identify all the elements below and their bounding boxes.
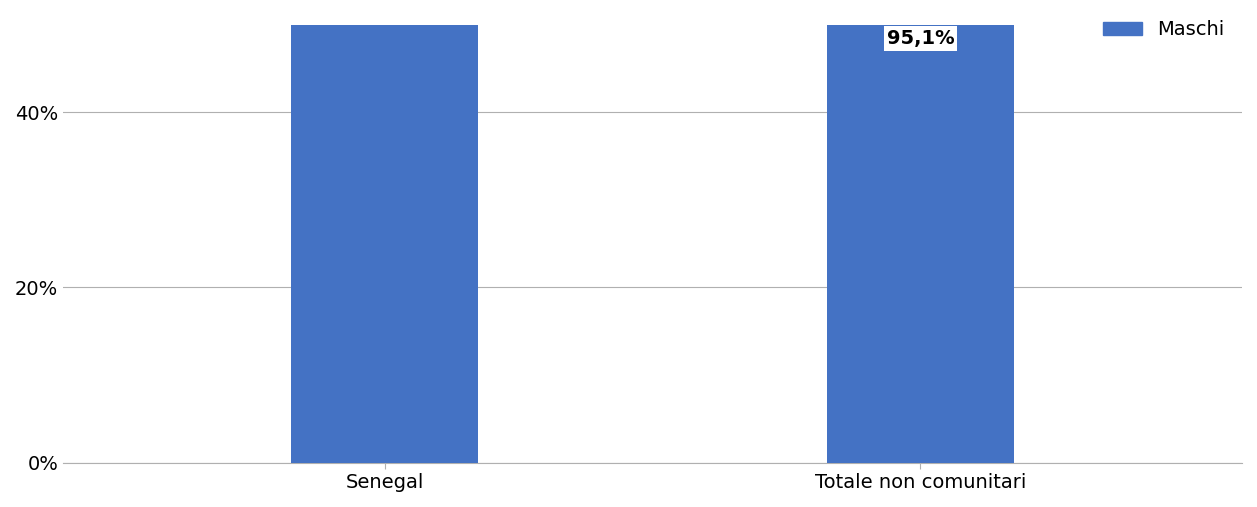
Text: 95,1%: 95,1%: [886, 29, 954, 48]
Bar: [827, 0, 1014, 462]
Legend: Maschi: Maschi: [1095, 13, 1232, 47]
Bar: [290, 0, 479, 462]
